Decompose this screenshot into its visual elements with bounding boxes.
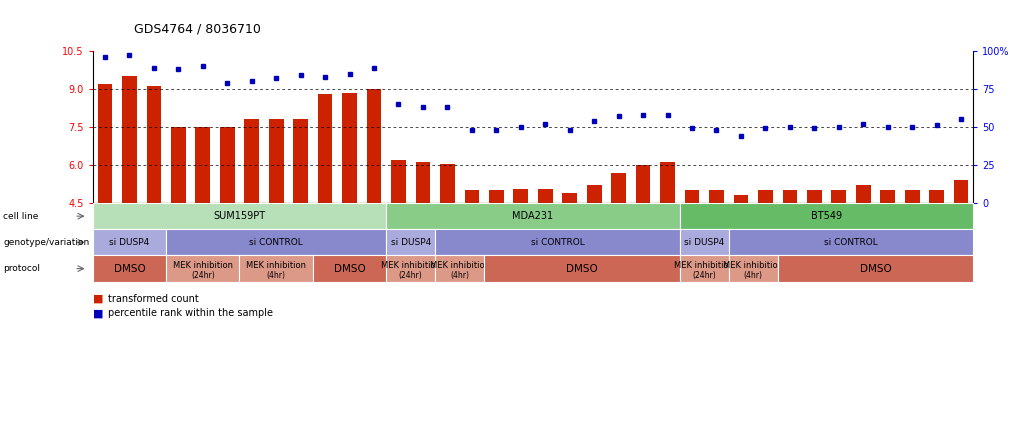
Bar <box>758 190 772 203</box>
Text: MEK inhibition: MEK inhibition <box>381 261 441 270</box>
Text: ■: ■ <box>93 294 103 304</box>
Bar <box>611 173 626 203</box>
Bar <box>831 190 846 203</box>
Bar <box>709 190 724 203</box>
Bar <box>244 119 259 203</box>
Bar <box>123 76 137 203</box>
Bar <box>685 190 699 203</box>
Bar <box>660 162 675 203</box>
Text: si DUSP4: si DUSP4 <box>390 238 431 247</box>
Text: genotype/variation: genotype/variation <box>3 238 90 247</box>
Bar <box>513 189 528 203</box>
Bar <box>317 94 333 203</box>
Text: (4hr): (4hr) <box>450 271 469 280</box>
Bar <box>98 84 112 203</box>
Bar <box>904 190 920 203</box>
Bar <box>440 164 454 203</box>
Text: MEK inhibition: MEK inhibition <box>723 261 783 270</box>
Bar <box>367 89 381 203</box>
Bar <box>171 127 185 203</box>
Bar <box>587 185 602 203</box>
Text: si CONTROL: si CONTROL <box>824 238 878 247</box>
Bar <box>294 119 308 203</box>
Text: MEK inhibition: MEK inhibition <box>675 261 734 270</box>
Text: cell line: cell line <box>3 212 38 221</box>
Text: (4hr): (4hr) <box>267 271 285 280</box>
Text: MEK inhibition: MEK inhibition <box>246 261 306 270</box>
Text: BT549: BT549 <box>811 211 843 221</box>
Text: si CONTROL: si CONTROL <box>530 238 584 247</box>
Text: GDS4764 / 8036710: GDS4764 / 8036710 <box>134 23 261 36</box>
Text: si CONTROL: si CONTROL <box>249 238 303 247</box>
Text: (24hr): (24hr) <box>692 271 716 280</box>
Text: si DUSP4: si DUSP4 <box>684 238 724 247</box>
Text: DMSO: DMSO <box>566 264 597 274</box>
Text: transformed count: transformed count <box>108 294 199 304</box>
Text: (4hr): (4hr) <box>744 271 762 280</box>
Bar <box>636 165 650 203</box>
Bar <box>219 127 235 203</box>
Bar <box>146 86 161 203</box>
Bar <box>783 190 797 203</box>
Bar <box>929 190 943 203</box>
Text: MEK inhibition: MEK inhibition <box>173 261 233 270</box>
Text: ■: ■ <box>93 308 103 319</box>
Bar <box>342 93 356 203</box>
Text: DMSO: DMSO <box>113 264 145 274</box>
Bar <box>856 185 870 203</box>
Bar <box>489 190 504 203</box>
Text: MEK inhibition: MEK inhibition <box>430 261 489 270</box>
Bar <box>391 160 406 203</box>
Text: protocol: protocol <box>3 264 40 273</box>
Bar <box>538 189 552 203</box>
Bar <box>415 162 431 203</box>
Bar <box>269 119 283 203</box>
Text: MDA231: MDA231 <box>513 211 553 221</box>
Text: percentile rank within the sample: percentile rank within the sample <box>108 308 273 319</box>
Text: DMSO: DMSO <box>334 264 366 274</box>
Bar <box>954 180 968 203</box>
Bar <box>806 190 822 203</box>
Text: DMSO: DMSO <box>860 264 891 274</box>
Text: si DUSP4: si DUSP4 <box>109 238 149 247</box>
Bar <box>881 190 895 203</box>
Bar <box>733 195 748 203</box>
Text: (24hr): (24hr) <box>399 271 422 280</box>
Text: SUM159PT: SUM159PT <box>213 211 266 221</box>
Text: (24hr): (24hr) <box>191 271 214 280</box>
Bar <box>465 190 479 203</box>
Bar <box>196 127 210 203</box>
Bar <box>562 193 577 203</box>
